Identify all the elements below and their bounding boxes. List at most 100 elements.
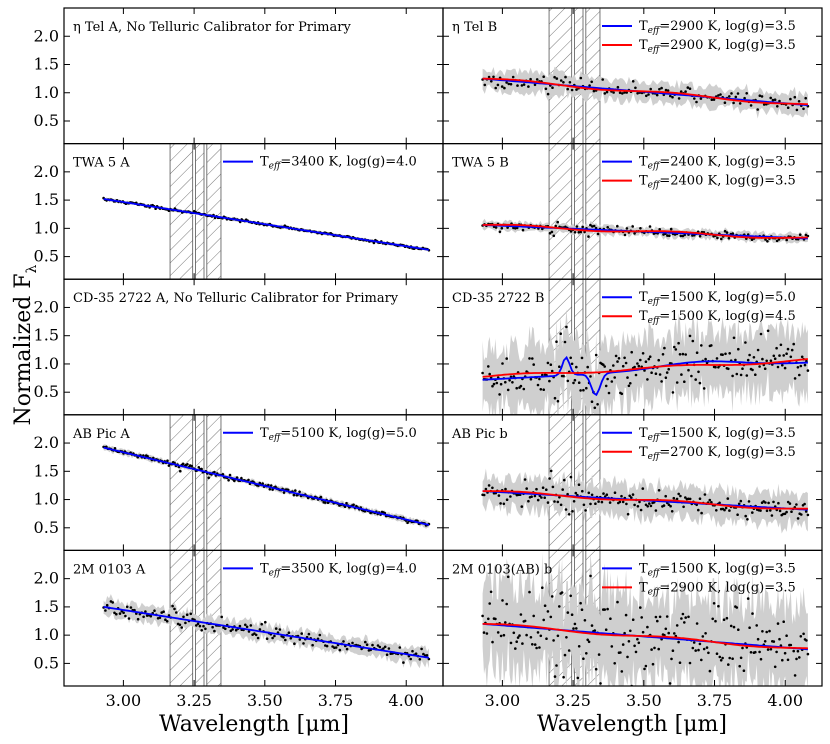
data-point [566, 379, 570, 383]
data-point [551, 485, 555, 489]
data-point [590, 624, 594, 627]
data-point [538, 646, 541, 649]
data-point [113, 447, 117, 450]
data-point [418, 658, 422, 661]
model-line-red [482, 77, 808, 106]
data-point [182, 615, 185, 619]
data-point [639, 358, 642, 362]
data-point [732, 625, 736, 629]
data-point [764, 501, 767, 504]
data-point [552, 639, 555, 642]
data-point [499, 634, 503, 638]
data-point [804, 96, 807, 100]
data-point [376, 644, 380, 647]
data-point [790, 348, 794, 352]
data-point [648, 225, 652, 228]
data-point [766, 329, 770, 333]
data-point [284, 638, 287, 642]
data-point [238, 624, 242, 628]
y-tick-label: 0.5 [34, 518, 59, 537]
data-point [773, 357, 777, 361]
data-point [750, 238, 754, 241]
data-point [677, 341, 680, 345]
data-point [498, 230, 502, 234]
data-point [549, 469, 553, 473]
data-point [771, 98, 775, 102]
data-point [657, 358, 660, 362]
data-point [189, 612, 193, 616]
data-point [300, 632, 304, 635]
model-line-red [482, 490, 808, 510]
data-point [691, 646, 695, 650]
data-point [570, 88, 574, 92]
data-point [674, 348, 678, 351]
data-point [640, 616, 643, 619]
data-point [764, 238, 767, 241]
data-point [641, 487, 645, 490]
data-point [798, 656, 801, 659]
data-point [657, 489, 661, 492]
data-point [505, 498, 509, 502]
panel-title: TWA 5 B [452, 156, 509, 171]
data-point [158, 616, 162, 620]
data-point [741, 646, 744, 650]
data-point [688, 661, 692, 665]
data-point [623, 91, 626, 94]
data-point [605, 90, 609, 94]
data-point [646, 505, 649, 508]
data-point [575, 365, 578, 369]
data-point [268, 488, 272, 491]
data-point [673, 345, 676, 349]
data-point [778, 509, 782, 513]
data-point [684, 496, 687, 499]
data-point [745, 374, 749, 377]
data-point [651, 662, 655, 666]
data-point [647, 93, 650, 96]
data-point [264, 620, 267, 624]
data-point [256, 636, 260, 640]
data-point [555, 340, 558, 344]
data-point [631, 225, 634, 228]
data-point [269, 484, 273, 487]
data-point [563, 478, 566, 482]
data-point [553, 500, 556, 503]
data-point [570, 613, 574, 616]
data-point [669, 504, 672, 508]
data-point [675, 497, 679, 501]
data-point [751, 511, 754, 514]
data-point [683, 380, 686, 384]
data-point [769, 96, 772, 100]
data-point [634, 86, 637, 90]
data-point [555, 77, 559, 80]
data-point [585, 652, 588, 655]
data-point [492, 75, 495, 79]
data-point [688, 334, 692, 338]
data-point [274, 627, 278, 630]
data-point [590, 400, 594, 404]
data-point [739, 656, 743, 660]
data-point [625, 227, 629, 230]
data-point [244, 623, 247, 627]
data-point [227, 479, 230, 482]
telluric-band [195, 414, 205, 551]
legend-entry: Teff=3500 K, log(g)=4.0 [260, 561, 417, 578]
data-point [684, 353, 687, 356]
data-point [323, 501, 327, 504]
y-tick-label: 1.5 [34, 597, 59, 616]
data-point [700, 511, 703, 515]
data-point [533, 494, 537, 498]
data-point [546, 610, 550, 613]
y-tick-label: 1.5 [34, 461, 59, 480]
data-point [580, 608, 584, 611]
data-point [707, 651, 710, 655]
data-point [549, 363, 553, 367]
data-point [564, 225, 567, 229]
data-point [620, 392, 624, 396]
data-point [529, 377, 533, 381]
data-point [543, 496, 546, 500]
data-point [666, 89, 670, 92]
data-point [577, 645, 581, 648]
telluric-band [206, 143, 222, 280]
data-point [351, 641, 354, 645]
